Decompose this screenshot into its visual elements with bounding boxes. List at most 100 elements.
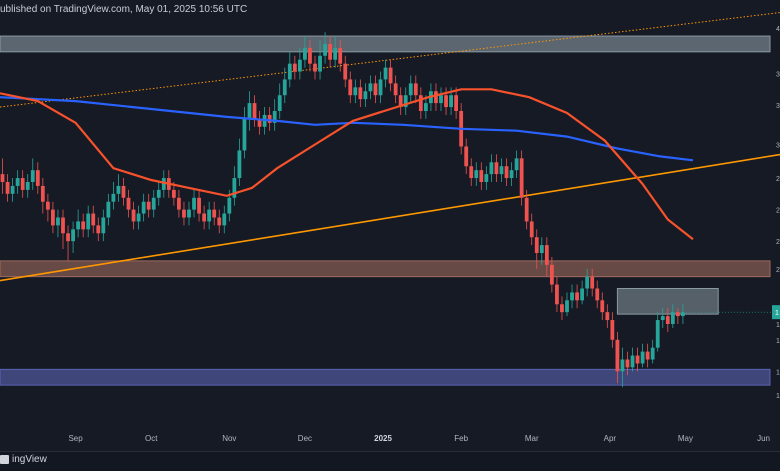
candle <box>378 71 383 104</box>
candle-body <box>439 95 443 104</box>
candle-body <box>514 158 519 171</box>
publish-info: ublished on TradingView.com, May 01, 202… <box>0 4 248 15</box>
candle <box>645 343 650 368</box>
candle-body <box>363 91 368 100</box>
candle-body <box>333 47 338 60</box>
candle <box>539 237 544 265</box>
candle <box>418 87 423 119</box>
candle-body <box>277 95 282 111</box>
axis-layer: Sep Oct Nov Dec 2025 Feb Mar Apr May Jun 4 3 3 3 2 2 2 2 1… <box>68 26 780 443</box>
tradingview-logo[interactable]: ingView <box>0 454 47 465</box>
candle-body <box>595 288 600 301</box>
candle-body <box>378 79 383 96</box>
candle <box>66 225 70 261</box>
candle-body <box>66 233 70 242</box>
candle-body <box>509 170 514 179</box>
candle <box>45 193 50 222</box>
candle-body <box>494 162 499 175</box>
candle-body <box>670 312 675 324</box>
candle <box>353 79 358 104</box>
candle-body <box>232 178 237 198</box>
candle <box>277 83 282 119</box>
candle-body <box>434 91 438 104</box>
x-tick-label: 2025 <box>374 434 392 443</box>
candle <box>141 193 146 222</box>
candle <box>81 213 86 238</box>
upper-dotted-trendline <box>0 12 780 108</box>
candle <box>156 182 161 206</box>
candle <box>40 178 45 214</box>
candle-body <box>469 166 474 179</box>
current-price-label: 1 <box>775 310 779 317</box>
candle <box>212 201 217 226</box>
candle <box>454 87 459 119</box>
candle <box>222 205 227 234</box>
candle-body <box>257 118 262 127</box>
current-price-badge <box>772 305 780 320</box>
candle-body <box>227 197 232 214</box>
candle-body <box>207 209 212 222</box>
candle <box>504 158 509 186</box>
candle-body <box>242 118 247 151</box>
candle <box>126 189 131 218</box>
candle-body <box>146 201 151 210</box>
candle-body <box>20 178 25 190</box>
x-tick-label: Dec <box>298 434 312 443</box>
candle-body <box>272 111 277 123</box>
candle <box>383 59 388 88</box>
candle-body <box>681 312 685 317</box>
candle <box>560 296 564 321</box>
candle-body <box>539 245 544 253</box>
candle <box>252 95 257 127</box>
candle <box>439 87 443 111</box>
candle-body <box>655 320 660 348</box>
candle <box>670 304 675 328</box>
candle-body <box>318 55 322 72</box>
candle <box>202 205 207 230</box>
candle-body <box>5 182 10 194</box>
candle-body <box>217 217 222 226</box>
candle-body <box>338 47 343 64</box>
x-tick-label: Sep <box>68 434 83 443</box>
price-tick-label: 2 <box>776 267 780 274</box>
candle-body <box>575 292 579 301</box>
candle <box>86 205 91 238</box>
candle <box>605 304 610 328</box>
candle <box>398 87 403 115</box>
candle <box>247 91 252 131</box>
candle-body <box>565 300 569 313</box>
candle-body <box>630 355 635 368</box>
candle <box>575 284 579 309</box>
candle <box>91 205 96 234</box>
candle <box>61 209 65 250</box>
candle <box>660 308 665 328</box>
candle-body <box>675 312 680 317</box>
candle-body <box>368 83 373 92</box>
candle-body <box>30 170 35 182</box>
candle <box>187 201 191 226</box>
candle-body <box>0 174 5 182</box>
price-tick-label: 2 <box>776 239 780 246</box>
candle-body <box>393 83 398 96</box>
candle <box>121 178 126 206</box>
x-tick-label: Apr <box>604 434 617 443</box>
price-tick-label: 2 <box>776 208 780 215</box>
candle <box>267 107 272 131</box>
candle <box>434 83 438 111</box>
candle-body <box>323 43 327 56</box>
candle-body <box>383 67 388 80</box>
candle-body <box>408 83 413 96</box>
candle-body <box>555 284 559 305</box>
candle <box>484 166 489 190</box>
candle-body <box>308 47 312 64</box>
candle <box>313 55 317 80</box>
candle-body <box>423 103 428 111</box>
candle <box>464 138 469 175</box>
candle-body <box>212 209 217 218</box>
candle <box>408 75 413 104</box>
candle <box>363 83 368 108</box>
candle <box>20 170 25 198</box>
candle-body <box>247 103 252 119</box>
candle-body <box>610 320 615 340</box>
